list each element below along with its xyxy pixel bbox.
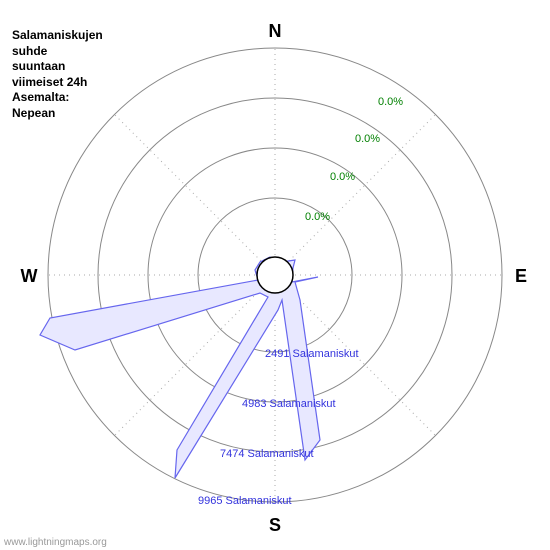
center-hub [257,257,293,293]
lobe-count-label: 2491 Salamaniskut [265,348,359,360]
ring-pct-label: 0.0% [355,133,380,145]
lobe-count-label: 9965 Salamaniskut [198,495,292,507]
ring-pct-label: 0.0% [305,211,330,223]
compass-e: E [515,266,527,286]
attribution-text: www.lightningmaps.org [4,537,107,548]
compass-w: W [21,266,38,286]
ring-pct-label: 0.0% [378,96,403,108]
compass-s: S [269,515,281,535]
lobe-count-label: 4983 Salamaniskut [242,398,336,410]
ring-pct-label: 0.0% [330,171,355,183]
lobe-count-label: 7474 Salamaniskut [220,448,314,460]
chart-title: Salamaniskujen suhde suuntaan viimeiset … [12,28,103,122]
compass-n: N [269,21,282,41]
polar-chart-container: 0.0% 0.0% 0.0% 0.0% 2491 Salamaniskut 49… [0,0,550,550]
